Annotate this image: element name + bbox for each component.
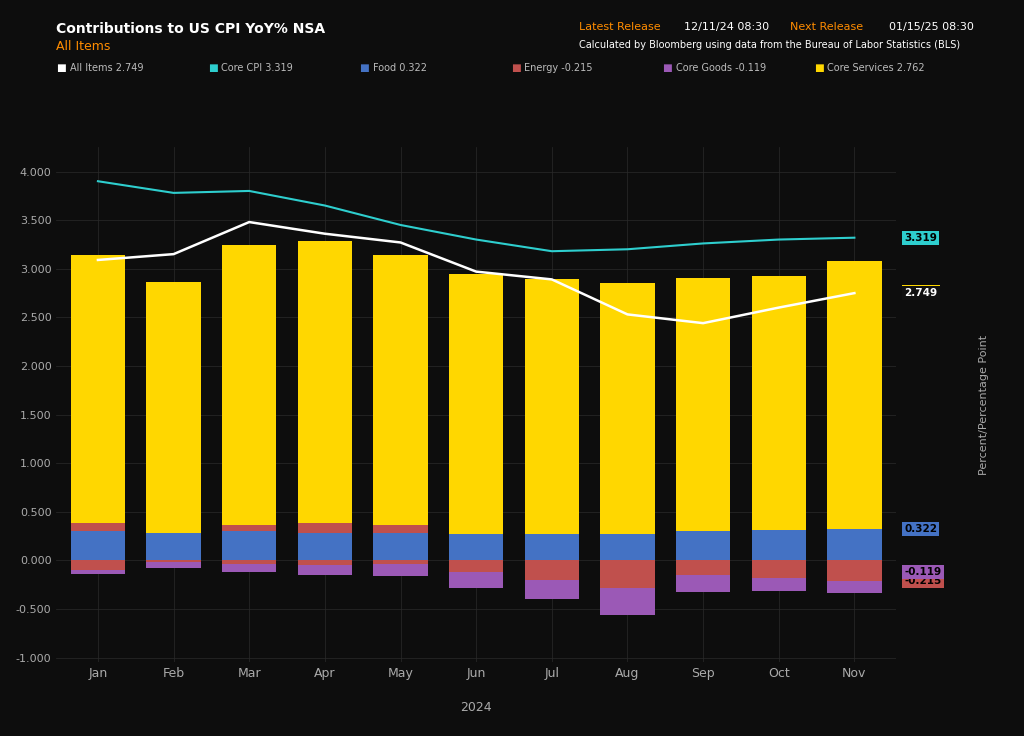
Text: Calculated by Bloomberg using data from the Bureau of Labor Statistics (BLS): Calculated by Bloomberg using data from … [579, 40, 959, 51]
Bar [449, 274, 504, 534]
Text: All Items 2.749: All Items 2.749 [70, 63, 143, 73]
Bar [676, 278, 730, 531]
Bar [374, 526, 428, 533]
Text: -0.119: -0.119 [904, 567, 941, 577]
Bar [298, 565, 352, 575]
Text: ■: ■ [814, 63, 824, 73]
Bar [752, 530, 806, 560]
Y-axis label: Percent/Percentage Point: Percent/Percentage Point [979, 335, 989, 475]
Bar [600, 283, 654, 534]
Text: Food 0.322: Food 0.322 [373, 63, 427, 73]
Bar [600, 534, 654, 560]
Text: 3.319: 3.319 [904, 233, 937, 243]
Bar [524, 534, 579, 560]
Bar [298, 533, 352, 560]
Bar [600, 587, 654, 615]
Bar [222, 245, 276, 526]
Text: 01/15/25 08:30: 01/15/25 08:30 [889, 22, 974, 32]
Bar [524, 280, 579, 534]
Text: ■: ■ [663, 63, 673, 73]
Bar [752, 578, 806, 592]
Text: Contributions to US CPI YoY% NSA: Contributions to US CPI YoY% NSA [56, 22, 326, 36]
Bar [71, 255, 125, 523]
Bar [222, 526, 276, 531]
Bar [71, 531, 125, 560]
Text: 12/11/24 08:30: 12/11/24 08:30 [684, 22, 769, 32]
Bar [827, 581, 882, 592]
Bar [600, 560, 654, 587]
Bar [222, 565, 276, 572]
Bar [449, 560, 504, 572]
Text: 2.749: 2.749 [904, 288, 937, 298]
Bar [146, 533, 201, 560]
Bar [676, 560, 730, 575]
Bar [222, 560, 276, 565]
Text: 2.762: 2.762 [904, 287, 937, 297]
Bar [71, 523, 125, 531]
Bar [827, 529, 882, 560]
Text: ■: ■ [359, 63, 370, 73]
Bar [374, 255, 428, 526]
Bar [752, 275, 806, 530]
Text: Energy -0.215: Energy -0.215 [524, 63, 593, 73]
Bar [146, 562, 201, 568]
Bar [146, 560, 201, 562]
Text: ■: ■ [511, 63, 521, 73]
Text: Core Services 2.762: Core Services 2.762 [827, 63, 925, 73]
Bar [676, 575, 730, 592]
Bar [222, 531, 276, 560]
Text: -0.215: -0.215 [904, 576, 942, 587]
Bar [298, 523, 352, 533]
Bar [827, 560, 882, 581]
Text: 0.322: 0.322 [904, 524, 937, 534]
Bar [524, 580, 579, 599]
Bar [827, 261, 882, 529]
Text: Core CPI 3.319: Core CPI 3.319 [221, 63, 293, 73]
Text: 2024: 2024 [461, 701, 492, 714]
Bar [71, 570, 125, 574]
Bar [449, 572, 504, 587]
Bar [298, 241, 352, 523]
Bar [298, 560, 352, 565]
Bar [676, 531, 730, 560]
Text: Core Goods -0.119: Core Goods -0.119 [676, 63, 766, 73]
Bar [71, 560, 125, 570]
Text: All Items: All Items [56, 40, 111, 54]
Bar [146, 283, 201, 533]
Text: Next Release: Next Release [783, 22, 867, 32]
Text: ■: ■ [56, 63, 67, 73]
Bar [374, 533, 428, 560]
Bar [374, 565, 428, 576]
Text: Latest Release: Latest Release [579, 22, 664, 32]
Bar [752, 560, 806, 578]
Bar [449, 534, 504, 560]
Bar [374, 560, 428, 565]
Text: ■: ■ [208, 63, 218, 73]
Bar [524, 560, 579, 580]
